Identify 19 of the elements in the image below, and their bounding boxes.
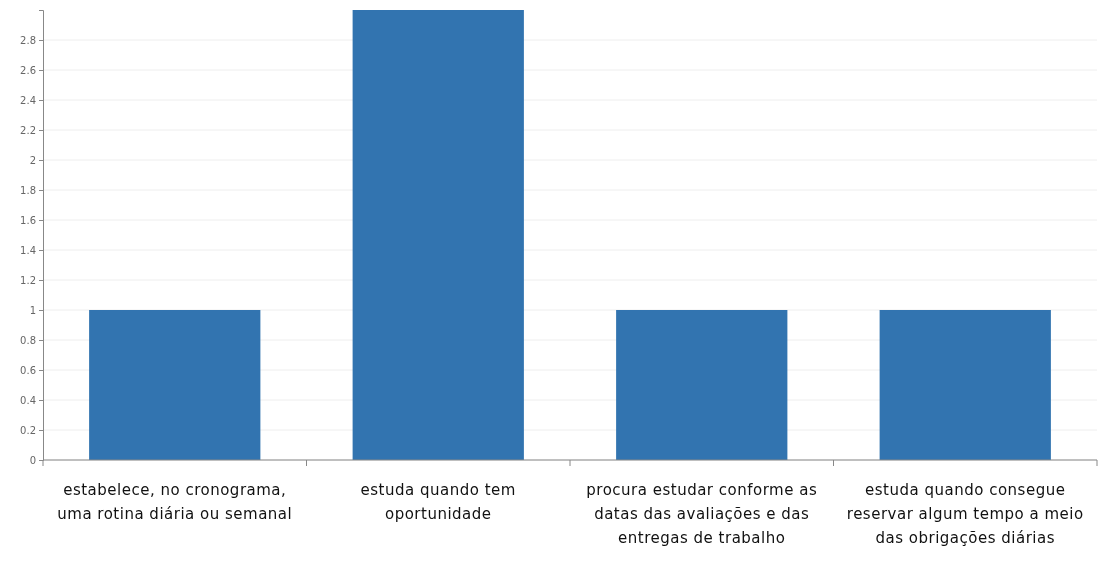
y-tick-label: 0.4	[20, 394, 36, 406]
y-tick-label: 0.8	[20, 334, 36, 346]
y-tick-label: 2.6	[20, 64, 36, 76]
x-tick-label: estuda quando consegue reservar algum tempo a meio das obrigações diárias	[846, 481, 1084, 547]
y-tick-label: 2.8	[20, 34, 36, 46]
x-tick-label: estabelece, no cronograma, uma rotina diária ou semanal	[57, 481, 293, 523]
y-tick-label: 1.2	[20, 274, 36, 286]
y-tick-label: 1.4	[20, 244, 36, 256]
y-tick-label: 0	[29, 454, 36, 466]
x-tick-label: procura estudar conforme as datas das avaliações e das entregas de trabalho	[586, 481, 818, 547]
y-tick-label: 1.8	[20, 184, 36, 196]
y-tick-label: 1	[29, 304, 36, 316]
y-tick-label: 2.4	[20, 94, 36, 106]
y-tick-label: 2	[29, 154, 36, 166]
y-tick-label: 0.6	[20, 364, 36, 376]
y-tick-label: 1.6	[20, 214, 36, 226]
y-tick-label: 0.2	[20, 424, 36, 436]
x-tick-label: estuda quando tem oportunidade	[360, 481, 516, 523]
y-tick-label: 2.2	[20, 124, 36, 136]
